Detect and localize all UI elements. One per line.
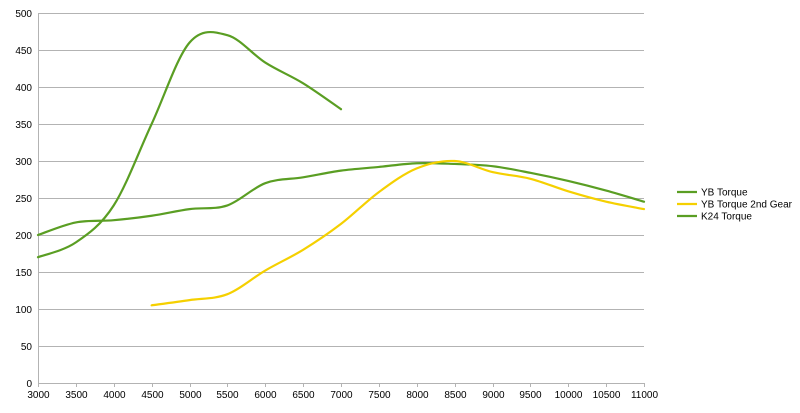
legend-label: K24 Torque (701, 212, 752, 223)
x-tick-label: 10000 (555, 390, 583, 401)
legend-item: YB Torque 2nd Gear (677, 200, 793, 211)
y-tick-label: 500 (15, 9, 32, 20)
x-tick-label: 3500 (65, 390, 88, 401)
series-line-3 (36, 31, 343, 259)
legend-label: YB Torque 2nd Gear (701, 200, 793, 211)
series-line-1 (36, 161, 646, 237)
x-tick-label: 11000 (631, 390, 659, 401)
legend-item: YB Torque (677, 188, 748, 199)
legend-label: YB Torque (701, 188, 748, 199)
y-tick-label: 300 (15, 157, 32, 168)
x-tick-label: 9500 (519, 390, 542, 401)
y-tick-label: 200 (15, 231, 32, 242)
x-tick-label: 10500 (593, 390, 621, 401)
grid (38, 13, 644, 384)
x-tick-label: 4000 (103, 390, 126, 401)
x-tick-label: 4500 (141, 390, 164, 401)
x-tick-label: 6000 (254, 390, 277, 401)
x-tick-label: 7500 (368, 390, 391, 401)
y-tick-label: 450 (15, 46, 32, 57)
x-tick-label: 8500 (444, 390, 467, 401)
series-line-2 (150, 159, 646, 307)
series (36, 31, 646, 307)
x-tick-label: 9000 (482, 390, 505, 401)
y-tick-label: 400 (15, 83, 32, 94)
y-tick-label: 250 (15, 194, 32, 205)
x-tick-label: 8000 (406, 390, 429, 401)
axes (38, 13, 645, 387)
y-tick-label: 350 (15, 120, 32, 131)
y-tick-label: 50 (21, 342, 33, 353)
x-tick-label: 6500 (292, 390, 315, 401)
x-tick-label: 5000 (179, 390, 202, 401)
y-tick-label: 0 (26, 379, 32, 390)
legend-item: K24 Torque (677, 212, 752, 223)
tick-labels: 0 50 100 150 200 250 300 350 400 450 500 3000 3500 40… (15, 9, 658, 401)
x-tick-label: 5500 (216, 390, 239, 401)
y-tick-label: 150 (15, 268, 32, 279)
x-tick-label: 3000 (27, 390, 50, 401)
x-tick-label: 7000 (330, 390, 353, 401)
y-tick-label: 100 (15, 305, 32, 316)
